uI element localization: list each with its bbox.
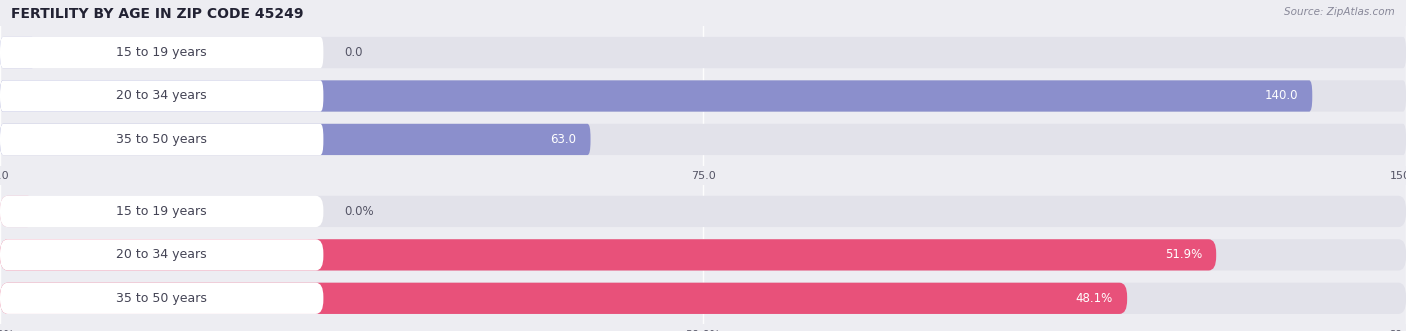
FancyBboxPatch shape <box>0 37 1406 68</box>
FancyBboxPatch shape <box>0 196 323 227</box>
FancyBboxPatch shape <box>0 80 1312 112</box>
FancyBboxPatch shape <box>0 239 323 270</box>
FancyBboxPatch shape <box>0 37 323 68</box>
FancyBboxPatch shape <box>0 37 35 68</box>
FancyBboxPatch shape <box>0 283 1128 314</box>
FancyBboxPatch shape <box>0 80 323 112</box>
Text: FERTILITY BY AGE IN ZIP CODE 45249: FERTILITY BY AGE IN ZIP CODE 45249 <box>11 7 304 21</box>
FancyBboxPatch shape <box>0 124 323 155</box>
Text: Source: ZipAtlas.com: Source: ZipAtlas.com <box>1284 7 1395 17</box>
FancyBboxPatch shape <box>0 196 35 227</box>
Text: 48.1%: 48.1% <box>1076 292 1114 305</box>
Text: 35 to 50 years: 35 to 50 years <box>117 133 207 146</box>
Text: 15 to 19 years: 15 to 19 years <box>117 46 207 59</box>
Text: 0.0: 0.0 <box>344 46 363 59</box>
Text: 63.0: 63.0 <box>551 133 576 146</box>
FancyBboxPatch shape <box>0 239 1216 270</box>
Text: 51.9%: 51.9% <box>1166 248 1202 261</box>
Text: 140.0: 140.0 <box>1265 89 1298 103</box>
FancyBboxPatch shape <box>0 124 591 155</box>
Text: 0.0%: 0.0% <box>344 205 374 218</box>
FancyBboxPatch shape <box>0 80 1406 112</box>
FancyBboxPatch shape <box>0 124 1406 155</box>
Text: 15 to 19 years: 15 to 19 years <box>117 205 207 218</box>
FancyBboxPatch shape <box>0 196 1406 227</box>
Text: 20 to 34 years: 20 to 34 years <box>117 248 207 261</box>
FancyBboxPatch shape <box>0 283 323 314</box>
Text: 20 to 34 years: 20 to 34 years <box>117 89 207 103</box>
Text: 35 to 50 years: 35 to 50 years <box>117 292 207 305</box>
FancyBboxPatch shape <box>0 283 1406 314</box>
FancyBboxPatch shape <box>0 239 1406 270</box>
